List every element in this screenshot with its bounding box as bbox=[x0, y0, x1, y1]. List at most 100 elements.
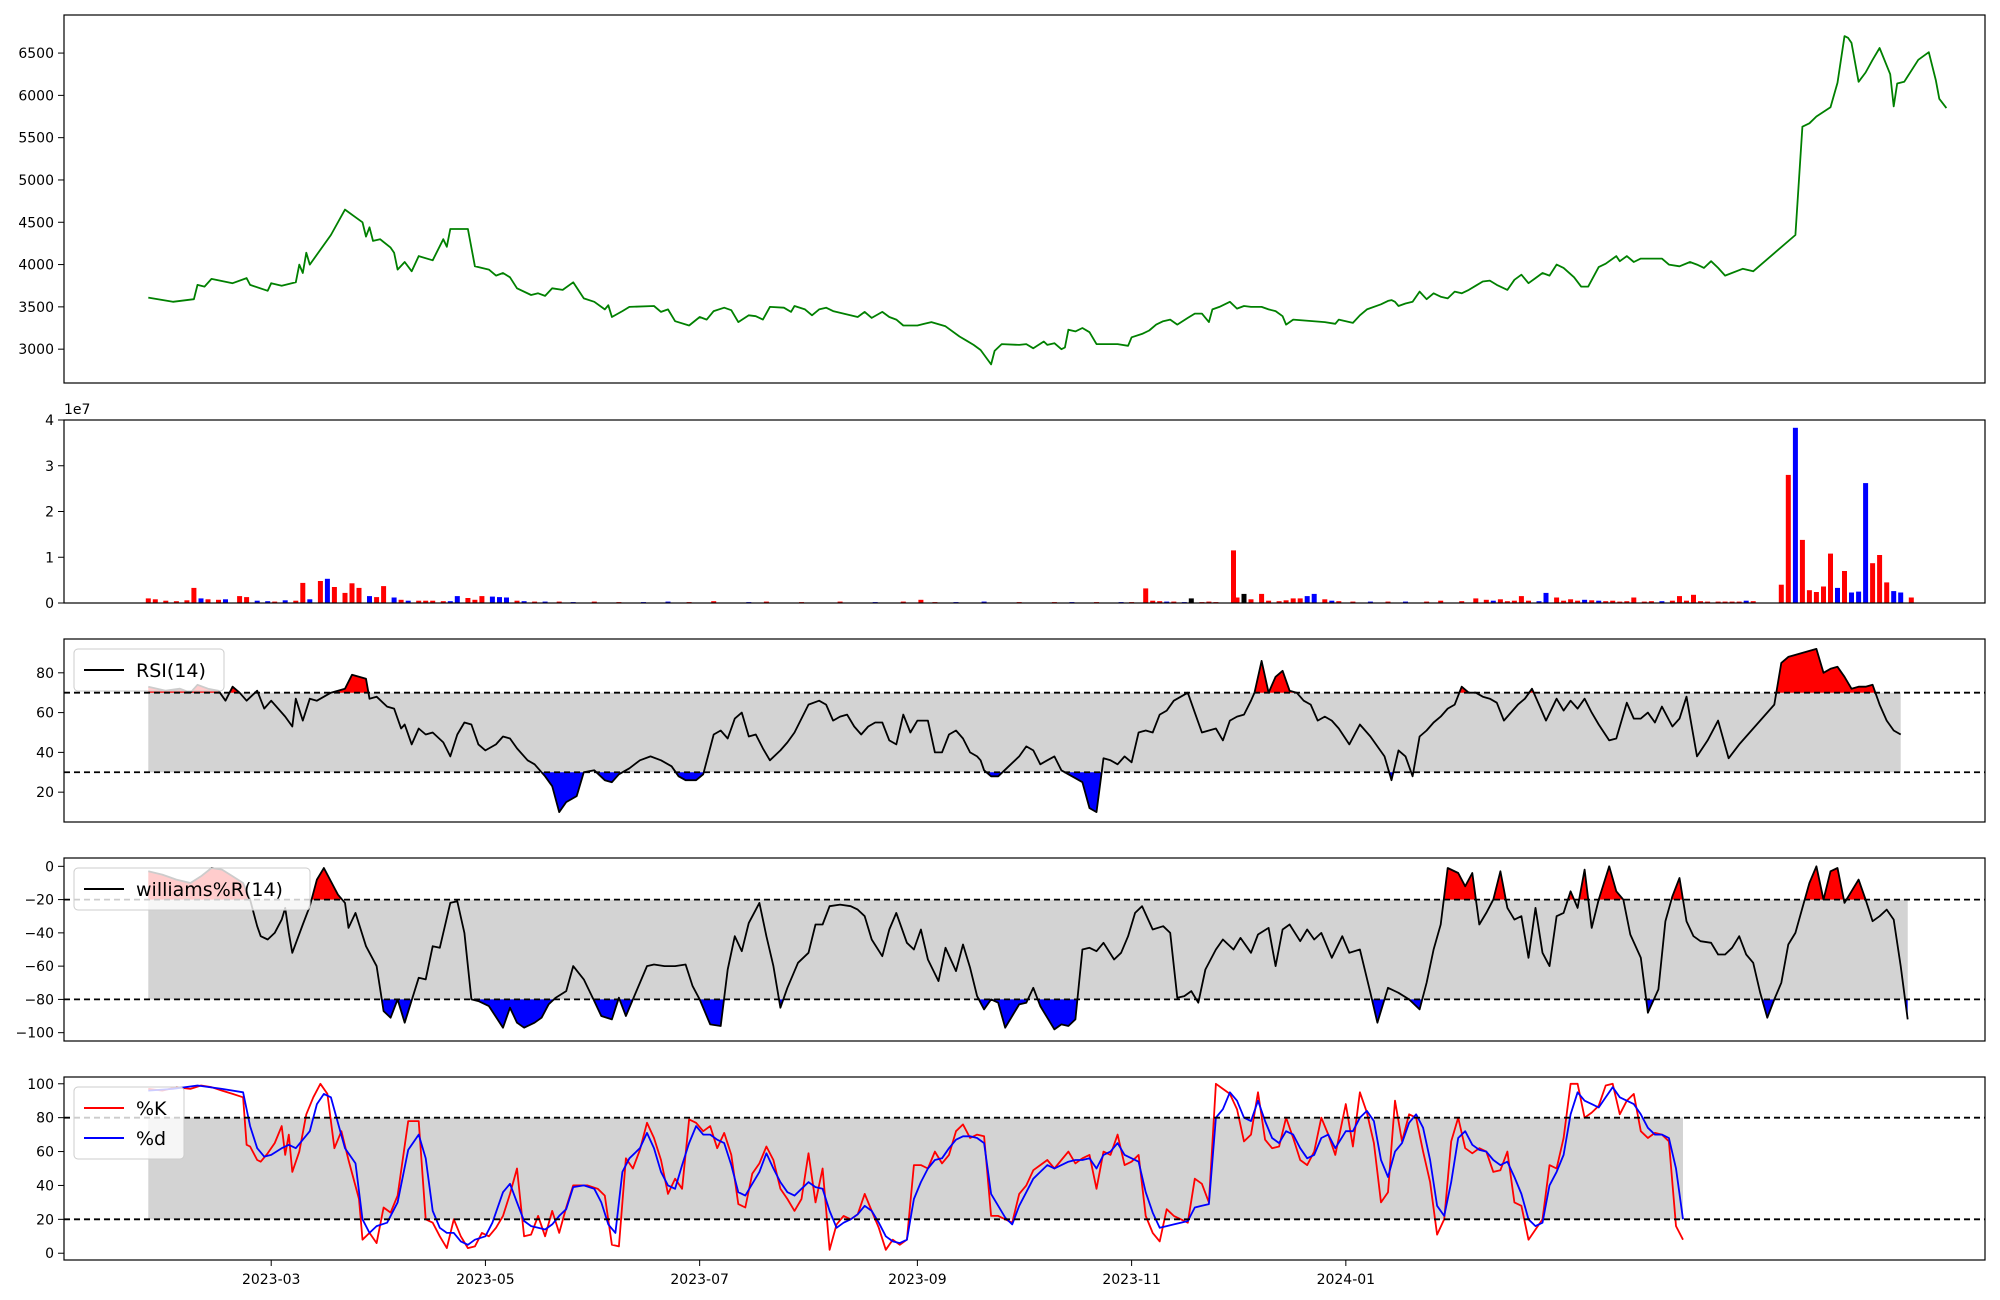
volume-bar bbox=[1329, 600, 1335, 603]
volume-bar bbox=[405, 600, 411, 603]
volume-bar bbox=[331, 587, 337, 603]
volume-bar bbox=[1891, 591, 1897, 603]
volume-bar bbox=[265, 601, 271, 603]
oversold-fill bbox=[1037, 999, 1078, 1030]
volume-bar bbox=[1631, 597, 1637, 603]
volume-bar bbox=[1792, 427, 1798, 603]
oversold-fill bbox=[699, 999, 724, 1026]
volume-panel: 0 1 2 3 4 1e7 bbox=[45, 402, 1986, 612]
volume-bar bbox=[1171, 601, 1177, 603]
volume-bar bbox=[1561, 600, 1567, 603]
plot-frame bbox=[63, 14, 1986, 384]
y-tick-label: 0 bbox=[45, 1246, 54, 1262]
volume-bar bbox=[1568, 599, 1574, 603]
x-tick-label: 2023-09 bbox=[888, 1272, 947, 1288]
x-tick-label: 2023-05 bbox=[456, 1272, 515, 1288]
oversold-fill bbox=[1762, 999, 1775, 1018]
legend-label: %K bbox=[136, 1098, 167, 1120]
volume-bar bbox=[1459, 601, 1465, 603]
volume-bar bbox=[216, 599, 221, 603]
volume-bar bbox=[1842, 571, 1847, 603]
volume-bar bbox=[244, 597, 250, 603]
legend-label: williams%R(14) bbox=[136, 879, 283, 901]
volume-bar bbox=[837, 601, 843, 603]
volume-bar bbox=[981, 601, 987, 603]
volume-bar bbox=[763, 601, 769, 603]
volume-bar bbox=[1736, 601, 1742, 603]
volume-bar bbox=[472, 599, 478, 603]
y-tick-label: 2 bbox=[45, 505, 54, 521]
volume-bar bbox=[918, 599, 924, 603]
volume-bar bbox=[447, 601, 453, 603]
volume-bar bbox=[1698, 601, 1703, 603]
y-tick-label: −20 bbox=[24, 893, 54, 909]
y-tick-label: 80 bbox=[36, 666, 54, 682]
volume-bar bbox=[317, 581, 323, 603]
volume-bar bbox=[1582, 599, 1588, 603]
volume-bar bbox=[1778, 584, 1784, 603]
legend: %K %d bbox=[73, 1086, 185, 1160]
volume-bar bbox=[497, 597, 502, 603]
x-tick-label: 2023-03 bbox=[242, 1272, 301, 1288]
volume-bar bbox=[1490, 600, 1496, 603]
overbought-fill bbox=[1459, 686, 1476, 693]
y-tick-label: 60 bbox=[36, 1145, 54, 1161]
volume-bar bbox=[1750, 601, 1756, 603]
volume-bar bbox=[1336, 601, 1342, 603]
volume-bar bbox=[454, 596, 460, 603]
volume-bar bbox=[1684, 600, 1689, 603]
y-tick-label: 3 bbox=[45, 459, 54, 475]
volume-bar bbox=[1241, 593, 1247, 603]
overbought-fill bbox=[330, 674, 369, 693]
volume-bar bbox=[430, 600, 436, 603]
volume-bar bbox=[1659, 601, 1665, 603]
volume-bar bbox=[1785, 474, 1791, 603]
volume-bar bbox=[1543, 592, 1549, 603]
x-tick-label: 2023-11 bbox=[1102, 1272, 1161, 1288]
volume-bar bbox=[1799, 539, 1805, 603]
volume-bar bbox=[293, 600, 299, 603]
x-tick-label: 2023-07 bbox=[670, 1272, 729, 1288]
volume-bar bbox=[237, 596, 243, 603]
volume-bar bbox=[1511, 600, 1517, 603]
volume-bar bbox=[1248, 599, 1254, 603]
volume-bar bbox=[542, 601, 548, 603]
axis-offset-label: 1e7 bbox=[64, 402, 90, 418]
legend-label: %d bbox=[136, 1128, 166, 1150]
overbought-fill bbox=[1443, 868, 1476, 900]
volume-bar bbox=[1164, 601, 1170, 603]
volume-bar bbox=[324, 578, 330, 603]
plot-frame bbox=[63, 419, 1986, 604]
y-tick-label: 5500 bbox=[18, 131, 54, 147]
volume-bar bbox=[1898, 592, 1904, 603]
volume-bar bbox=[591, 601, 597, 603]
volume-bar bbox=[1283, 600, 1289, 603]
volume-bar bbox=[1575, 600, 1581, 603]
oversold-fill bbox=[619, 999, 633, 1016]
volume-bar bbox=[198, 598, 204, 603]
volume-bar bbox=[191, 587, 197, 603]
oversold-fill bbox=[381, 999, 412, 1023]
y-tick-label: 20 bbox=[36, 1212, 54, 1228]
legend-box bbox=[73, 1086, 185, 1160]
volume-bar bbox=[1617, 601, 1623, 603]
volume-bar bbox=[1856, 591, 1862, 603]
volume-bar bbox=[1231, 550, 1236, 603]
y-tick-label: −80 bbox=[24, 992, 54, 1008]
price-panel: 3000 3500 4000 4500 5000 5500 6000 6500 bbox=[18, 14, 1986, 384]
volume-bar bbox=[489, 596, 495, 603]
overbought-fill bbox=[1804, 866, 1844, 900]
volume-bar bbox=[1705, 601, 1711, 603]
volume-bar bbox=[307, 599, 313, 603]
volume-bar bbox=[1554, 597, 1560, 603]
volume-bar bbox=[1715, 601, 1721, 603]
oversold-fill bbox=[541, 772, 584, 813]
y-tick-label: 4000 bbox=[18, 258, 54, 274]
oversold-fill bbox=[978, 999, 1028, 1028]
volume-bar bbox=[223, 599, 228, 603]
y-tick-label: 4 bbox=[45, 413, 54, 429]
volume-bar bbox=[1438, 600, 1444, 603]
rsi-line bbox=[148, 648, 1902, 813]
volume-bar bbox=[1908, 597, 1914, 603]
volume-bar bbox=[665, 601, 671, 603]
